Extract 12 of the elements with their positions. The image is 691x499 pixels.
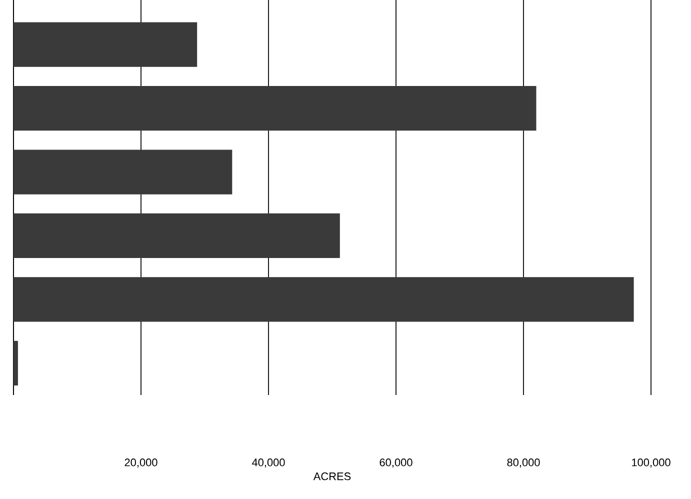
- bar: [14, 150, 232, 194]
- x-tick-label: 40,000: [252, 458, 285, 468]
- x-tick-label: 60,000: [380, 458, 412, 468]
- bar: [14, 340, 18, 386]
- x-tick-label: 20,000: [124, 458, 158, 468]
- bar: [14, 277, 634, 322]
- x-tick-label: 100,000: [632, 458, 670, 468]
- x-tick-label: 80,000: [507, 458, 540, 468]
- bar: [14, 86, 536, 131]
- x-axis-title: ACRES: [313, 472, 351, 480]
- bar: [14, 213, 340, 258]
- bar: [14, 22, 198, 67]
